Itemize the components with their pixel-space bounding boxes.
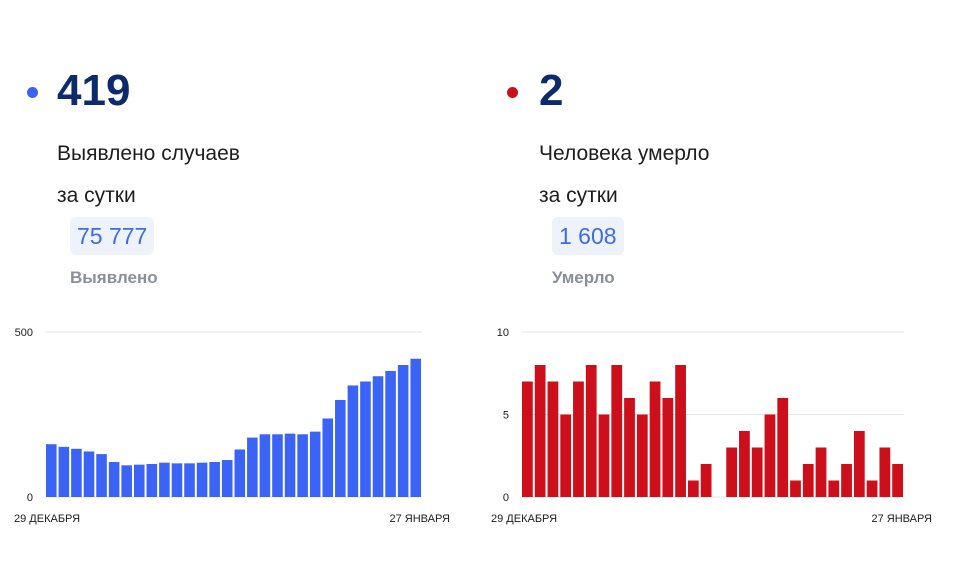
cases-bar — [58, 446, 70, 497]
cases-bar — [410, 358, 421, 497]
cases-bar — [184, 463, 195, 497]
cases-bar — [196, 462, 208, 497]
deaths-bar — [662, 398, 674, 497]
deaths-bar — [866, 480, 878, 497]
cases-bar — [171, 463, 183, 497]
deaths-bar — [726, 447, 738, 497]
deaths-bar — [879, 447, 891, 497]
cases-bar — [335, 399, 346, 497]
deaths-bar — [764, 414, 776, 497]
deaths-bar — [636, 414, 648, 497]
cases-bar — [133, 464, 145, 497]
deaths-bullet-icon — [507, 87, 518, 98]
deaths-bar — [815, 447, 827, 497]
deaths-bar — [649, 381, 661, 497]
deaths-bar-chart: 0 5 10 29 ДЕКАБРЯ 27 ЯНВАРЯ — [491, 327, 932, 525]
deaths-bar — [841, 464, 852, 497]
cases-bar — [360, 381, 371, 497]
cases-bar — [46, 444, 57, 497]
deaths-bar — [585, 365, 597, 497]
deaths-bar — [573, 381, 584, 497]
deaths-bar — [777, 398, 789, 497]
deaths-bar — [547, 381, 559, 497]
cases-bar — [297, 434, 308, 497]
cases-bar — [372, 376, 384, 497]
cases-bar — [309, 431, 321, 497]
deaths-y-tick-label: 10 — [497, 327, 509, 339]
deaths-bar — [624, 398, 635, 497]
deaths-bar — [739, 431, 750, 497]
cases-bullet-icon — [27, 87, 38, 98]
deaths-bar — [853, 431, 865, 497]
deaths-bar — [598, 414, 610, 497]
cases-total-label: Выявлено — [70, 268, 158, 287]
deaths-bar — [534, 365, 546, 497]
cases-bar — [146, 464, 158, 497]
deaths-bar — [790, 480, 801, 497]
cases-bar — [284, 433, 296, 497]
cases-bar — [397, 365, 409, 497]
cases-daily-caption: Выявлено случаев за сутки — [57, 142, 240, 207]
deaths-x-start-label: 29 ДЕКАБРЯ — [491, 513, 557, 525]
deaths-bar — [892, 464, 903, 497]
cases-bar — [83, 451, 95, 497]
cases-bar — [234, 449, 246, 497]
cases-total-badge: 75 777 — [70, 217, 155, 255]
deaths-bar — [611, 365, 623, 497]
cases-bar — [96, 454, 107, 497]
deaths-y-tick-label: 5 — [503, 410, 509, 422]
cases-bar — [347, 385, 359, 497]
cases-bar — [272, 434, 283, 497]
cases-bar — [71, 448, 82, 497]
cases-bar — [259, 434, 271, 497]
deaths-bar — [751, 447, 763, 497]
cases-bar — [385, 370, 396, 497]
cases-bar-chart: 0 500 29 ДЕКАБРЯ 27 ЯНВАРЯ — [14, 327, 450, 525]
cases-bar — [121, 465, 132, 497]
deaths-bar — [522, 381, 533, 497]
deaths-bar — [687, 480, 699, 497]
cases-y-tick-label: 500 — [15, 327, 33, 339]
deaths-bar — [700, 464, 712, 497]
cases-bar — [221, 460, 233, 497]
cases-bar — [108, 462, 120, 497]
deaths-bar — [675, 365, 686, 497]
deaths-bar — [560, 414, 572, 497]
cases-bar — [159, 462, 170, 497]
cases-bar — [247, 437, 258, 497]
deaths-bar — [802, 464, 814, 497]
cases-bar — [322, 418, 334, 497]
deaths-bar — [828, 480, 840, 497]
cases-y-tick-label: 0 — [27, 492, 33, 504]
deaths-total-badge: 1 608 — [552, 217, 624, 255]
cases-daily-value: 419 — [57, 66, 131, 115]
deaths-x-end-label: 27 ЯНВАРЯ — [871, 513, 932, 525]
cases-x-end-label: 27 ЯНВАРЯ — [389, 513, 450, 525]
cases-x-start-label: 29 ДЕКАБРЯ — [14, 513, 80, 525]
deaths-daily-value: 2 — [539, 66, 564, 115]
deaths-y-tick-label: 0 — [503, 492, 509, 504]
deaths-panel: 2 Человека умерло за сутки 1 608 Умерло … — [480, 0, 960, 567]
cases-bar — [209, 462, 220, 497]
deaths-daily-caption: Человека умерло за сутки — [539, 142, 710, 207]
deaths-total-label: Умерло — [552, 268, 615, 287]
cases-panel: 419 Выявлено случаев за сутки 75 777 Выя… — [14, 66, 450, 525]
